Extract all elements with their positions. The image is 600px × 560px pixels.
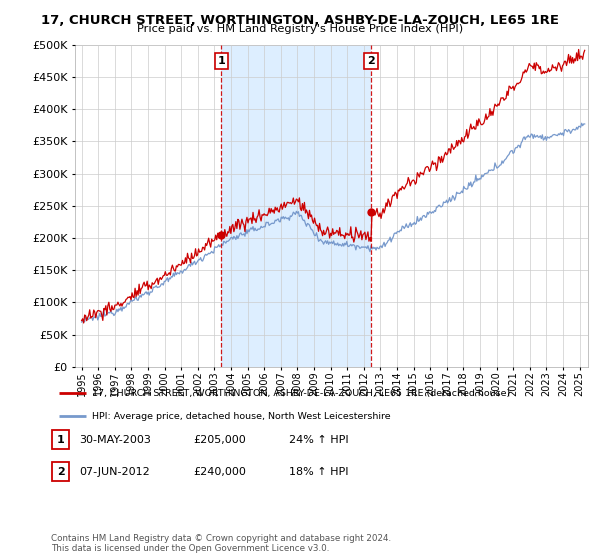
Text: 1: 1 <box>217 56 225 66</box>
Bar <box>221 45 371 367</box>
Text: 17, CHURCH STREET, WORTHINGTON, ASHBY-DE-LA-ZOUCH, LE65 1RE (detached house): 17, CHURCH STREET, WORTHINGTON, ASHBY-DE… <box>91 389 510 398</box>
FancyBboxPatch shape <box>52 462 69 481</box>
Text: Price paid vs. HM Land Registry's House Price Index (HPI): Price paid vs. HM Land Registry's House … <box>137 24 463 34</box>
Text: 07-JUN-2012: 07-JUN-2012 <box>79 466 150 477</box>
Text: £240,000: £240,000 <box>193 466 246 477</box>
Text: 24% ↑ HPI: 24% ↑ HPI <box>289 435 349 445</box>
Text: 30-MAY-2003: 30-MAY-2003 <box>79 435 151 445</box>
Text: 18% ↑ HPI: 18% ↑ HPI <box>289 466 349 477</box>
Text: 2: 2 <box>57 466 64 477</box>
Text: HPI: Average price, detached house, North West Leicestershire: HPI: Average price, detached house, Nort… <box>91 412 390 421</box>
Text: Contains HM Land Registry data © Crown copyright and database right 2024.
This d: Contains HM Land Registry data © Crown c… <box>51 534 391 553</box>
FancyBboxPatch shape <box>52 430 69 449</box>
Text: £205,000: £205,000 <box>193 435 246 445</box>
Text: 1: 1 <box>57 435 64 445</box>
Text: 17, CHURCH STREET, WORTHINGTON, ASHBY-DE-LA-ZOUCH, LE65 1RE: 17, CHURCH STREET, WORTHINGTON, ASHBY-DE… <box>41 14 559 27</box>
Text: 2: 2 <box>367 56 375 66</box>
